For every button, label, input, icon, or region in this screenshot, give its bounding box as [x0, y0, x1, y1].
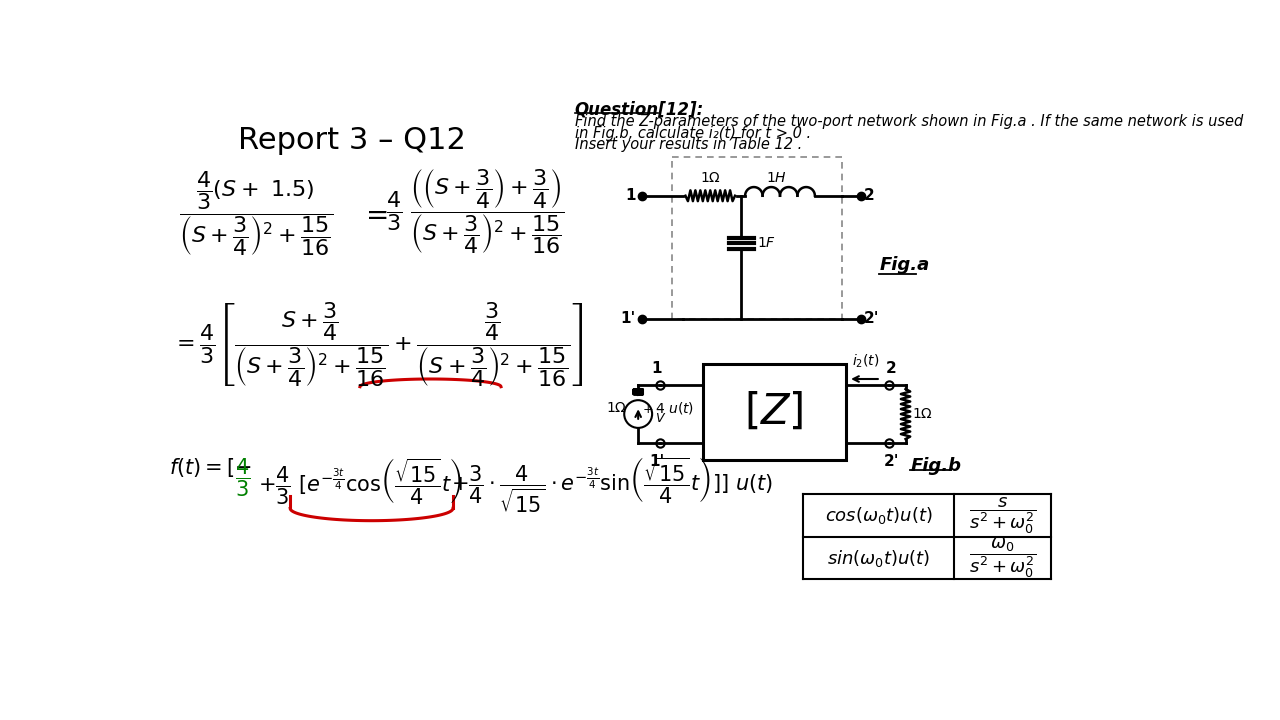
Text: $1\Omega$: $1\Omega$ [605, 400, 627, 415]
Text: $1F$: $1F$ [756, 236, 776, 251]
Text: $f(t) = [-$: $f(t) = [-$ [169, 456, 252, 479]
Text: +: + [643, 403, 654, 416]
Text: $\dfrac{s}{s^2+\omega_0^2}$: $\dfrac{s}{s^2+\omega_0^2}$ [969, 495, 1037, 536]
Text: Fig.a: Fig.a [879, 256, 929, 274]
Text: 1': 1' [621, 312, 636, 326]
Text: $i_2(t)$: $i_2(t)$ [852, 352, 879, 370]
Text: $+\dfrac{4}{3}\ [e^{-\frac{3t}{4}}\cos\!\left(\dfrac{\sqrt{15}}{4}t\right)$: $+\dfrac{4}{3}\ [e^{-\frac{3t}{4}}\cos\!… [259, 456, 462, 507]
Text: 2': 2' [884, 454, 900, 469]
Text: 1: 1 [652, 361, 662, 376]
Text: $sin(\omega_0 t)u(t)$: $sin(\omega_0 t)u(t)$ [827, 547, 931, 569]
Text: Question[12]:: Question[12]: [575, 100, 704, 118]
Text: $1H$: $1H$ [765, 171, 787, 185]
Text: $1\Omega$: $1\Omega$ [700, 171, 721, 185]
Text: Fig.b: Fig.b [910, 456, 961, 474]
Bar [672, 157, 842, 319]
Text: Find the Z-parameters of the two-port network shown in Fig.a . If the same netwo: Find the Z-parameters of the two-port ne… [575, 114, 1243, 129]
Text: $+\dfrac{3}{4}\cdot\dfrac{4}{\sqrt{15}}\cdot e^{-\frac{3t}{4}}\sin\!\left(\dfrac: $+\dfrac{3}{4}\cdot\dfrac{4}{\sqrt{15}}\… [451, 456, 773, 515]
Text: $\dfrac{4}{3}\ \dfrac{\left(\left(S+\dfrac{3}{4}\right)+\dfrac{3}{4}\right)}{\le: $\dfrac{4}{3}\ \dfrac{\left(\left(S+\dfr… [387, 167, 564, 256]
Text: in Fig.b, calculate i₂(t) for t > 0 .: in Fig.b, calculate i₂(t) for t > 0 . [575, 126, 810, 140]
Text: $=$: $=$ [360, 200, 388, 228]
Text: $\dfrac{\omega_0}{s^2+\omega_0^2}$: $\dfrac{\omega_0}{s^2+\omega_0^2}$ [969, 536, 1037, 580]
Text: $[Z]$: $[Z]$ [745, 391, 804, 433]
Text: Insert your results in Table 12 .: Insert your results in Table 12 . [575, 138, 801, 152]
Bar [703, 364, 846, 460]
Text: 1: 1 [626, 188, 636, 203]
Text: $4\ u(t)$: $4\ u(t)$ [655, 400, 694, 416]
Text: $1\Omega$: $1\Omega$ [911, 407, 933, 421]
Text: $cos(\omega_0 t)u(t)$: $cos(\omega_0 t)u(t)$ [824, 505, 933, 526]
Text: $\dfrac{\dfrac{4}{3}(S +\ 1.5)}{\left(S+\dfrac{3}{4}\right)^2+\dfrac{15}{16}}$: $\dfrac{\dfrac{4}{3}(S +\ 1.5)}{\left(S+… [179, 169, 334, 258]
Text: 2: 2 [864, 188, 874, 203]
Text: $\dfrac{4}{3}$: $\dfrac{4}{3}$ [236, 456, 251, 499]
Text: 1': 1' [649, 454, 664, 469]
Text: $V$: $V$ [655, 412, 667, 425]
Text: Report 3 – Q12: Report 3 – Q12 [238, 127, 466, 156]
Text: 2': 2' [864, 312, 879, 326]
Text: 2: 2 [886, 361, 897, 376]
Text: $=\dfrac{4}{3}\left[\dfrac{S+\dfrac{3}{4}}{\left(S+\dfrac{3}{4}\right)^2+\dfrac{: $=\dfrac{4}{3}\left[\dfrac{S+\dfrac{3}{4… [172, 300, 584, 390]
